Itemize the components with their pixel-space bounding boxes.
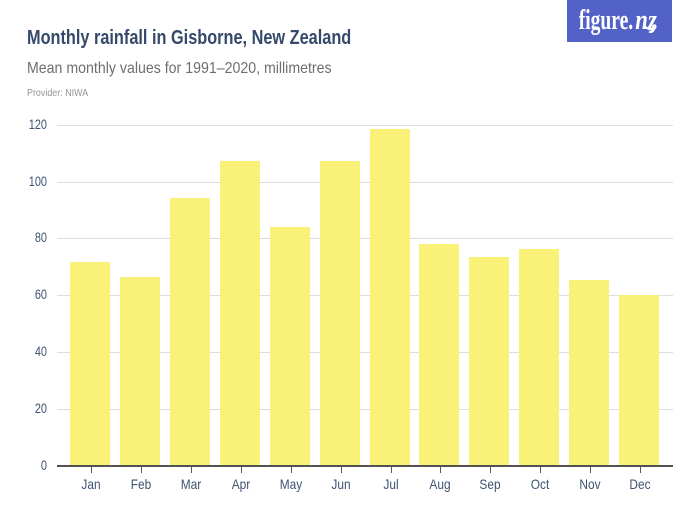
svg-text:nz: nz <box>635 5 657 36</box>
svg-text:figure.: figure. <box>579 5 634 36</box>
